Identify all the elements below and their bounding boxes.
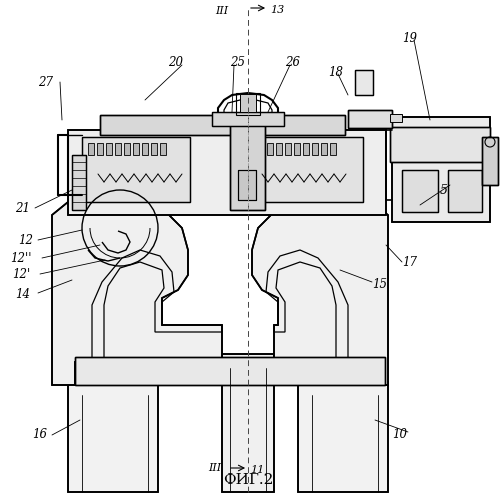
- Bar: [72, 155, 86, 210]
- Bar: [482, 137, 498, 185]
- Bar: [236, 93, 260, 115]
- Bar: [258, 143, 264, 155]
- Text: 18: 18: [328, 66, 343, 78]
- Text: 5: 5: [440, 184, 448, 196]
- Text: III: III: [208, 463, 221, 473]
- Bar: [448, 170, 482, 212]
- Bar: [255, 137, 363, 202]
- Bar: [100, 115, 345, 135]
- Text: 11: 11: [250, 465, 264, 475]
- Text: 19: 19: [402, 32, 417, 44]
- Bar: [390, 127, 490, 162]
- Bar: [151, 143, 157, 155]
- Bar: [212, 112, 284, 126]
- Bar: [482, 137, 498, 185]
- Bar: [355, 70, 373, 95]
- Bar: [230, 115, 265, 210]
- Bar: [402, 170, 438, 212]
- Text: 10: 10: [392, 428, 407, 442]
- Bar: [160, 143, 166, 155]
- Text: 20: 20: [168, 56, 183, 68]
- Bar: [238, 170, 256, 200]
- Text: 17: 17: [402, 256, 417, 268]
- Bar: [348, 110, 392, 128]
- Bar: [72, 155, 86, 210]
- Text: 12': 12': [12, 268, 30, 281]
- Bar: [124, 143, 130, 155]
- Bar: [330, 143, 336, 155]
- Text: 25: 25: [230, 56, 245, 68]
- Bar: [75, 357, 385, 385]
- Bar: [255, 137, 363, 202]
- Text: 27: 27: [38, 76, 53, 88]
- Bar: [88, 143, 94, 155]
- Bar: [212, 112, 284, 126]
- Bar: [392, 117, 490, 222]
- Bar: [142, 143, 148, 155]
- Bar: [321, 143, 327, 155]
- Bar: [267, 143, 273, 155]
- Text: 12'': 12'': [10, 252, 32, 264]
- Text: ФИГ.2: ФИГ.2: [223, 473, 273, 487]
- Bar: [106, 143, 112, 155]
- Bar: [303, 143, 309, 155]
- Bar: [276, 143, 282, 155]
- Bar: [448, 170, 482, 212]
- Bar: [100, 115, 345, 135]
- Bar: [348, 110, 392, 128]
- Bar: [312, 143, 318, 155]
- Bar: [97, 143, 103, 155]
- Bar: [390, 114, 402, 122]
- Bar: [222, 354, 274, 492]
- Bar: [222, 354, 274, 492]
- Bar: [390, 127, 490, 162]
- Bar: [355, 70, 373, 95]
- Bar: [115, 143, 121, 155]
- Bar: [68, 130, 386, 215]
- Polygon shape: [252, 195, 388, 385]
- Bar: [285, 143, 291, 155]
- Text: 14: 14: [15, 288, 30, 302]
- Bar: [402, 170, 438, 212]
- Text: 15: 15: [372, 278, 387, 291]
- Bar: [392, 117, 490, 222]
- Text: 16: 16: [32, 428, 47, 442]
- Text: III: III: [215, 6, 228, 16]
- Text: 26: 26: [285, 56, 300, 68]
- Bar: [240, 94, 256, 112]
- Bar: [82, 137, 190, 202]
- Bar: [238, 170, 256, 200]
- Bar: [298, 382, 388, 492]
- Bar: [68, 382, 158, 492]
- Polygon shape: [52, 195, 222, 385]
- Text: 21: 21: [15, 202, 30, 214]
- Bar: [82, 137, 190, 202]
- Bar: [133, 143, 139, 155]
- Bar: [75, 357, 385, 385]
- Bar: [298, 382, 388, 492]
- Bar: [230, 115, 265, 210]
- Bar: [294, 143, 300, 155]
- Text: 12: 12: [18, 234, 33, 246]
- Text: 13: 13: [270, 5, 284, 15]
- Bar: [68, 130, 386, 215]
- Bar: [68, 382, 158, 492]
